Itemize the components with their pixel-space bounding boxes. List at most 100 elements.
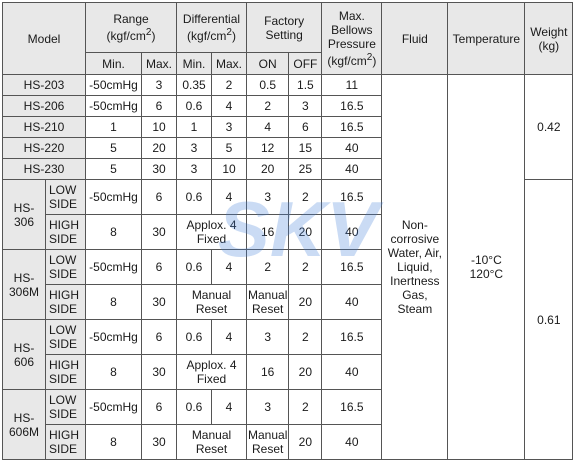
on-cell: 16 (245, 214, 290, 250)
max-bellows-cell: 16.5 (321, 319, 383, 355)
off-cell: 20 (288, 284, 323, 320)
header-diff-min: Min. (176, 52, 212, 75)
diff-max-cell: 2 (211, 74, 247, 96)
range-max-cell: 3 (141, 74, 177, 96)
on-cell: Manual Reset (245, 284, 290, 320)
off-cell: 20 (288, 354, 323, 390)
weight-cell: 0.42 (524, 74, 574, 180)
header-off: OFF (288, 52, 323, 75)
on-cell: 2 (245, 249, 290, 285)
on-cell: 0.5 (245, 74, 290, 96)
diff-min-cell: 0.35 (176, 74, 212, 96)
diff-max-cell: 10 (211, 158, 247, 180)
model-cell: HS-220 (2, 137, 86, 159)
table-row: HIGH SIDE 8 30 Applox. 4 Fixed 16 20 40 (3, 214, 573, 250)
model-cell: HS-203 (2, 74, 86, 96)
range-min-cell: 8 (85, 354, 142, 390)
table-row: HS- 606 LOW SIDE -50cmHg 6 0.6 4 3 2 16.5 (2, 319, 573, 390)
on-cell: 3 (245, 179, 290, 215)
off-cell: 1.5 (288, 74, 323, 96)
off-cell: 2 (288, 389, 323, 425)
diff-max-cell: 4 (211, 389, 247, 425)
diff-min-cell: 0.6 (176, 179, 212, 215)
table-row: HS- 306 LOW SIDE -50cmHg 6 0.6 4 3 2 16.5 … (2, 179, 574, 460)
fluid-cell: Non-corrosive Water, Air, Liquid, Inertness… (381, 74, 449, 460)
on-cell: Manual Reset (245, 424, 290, 460)
range-max-cell: 6 (141, 249, 177, 285)
low-side-label: LOW SIDE (45, 179, 86, 215)
header-factory-setting: Factory Setting (245, 2, 323, 53)
model-cell: HS- 606M (2, 389, 46, 460)
diff-max-cell: 4 (211, 319, 247, 355)
low-side-label: LOW SIDE (45, 319, 86, 355)
low-side-label: LOW SIDE (45, 389, 86, 425)
model-cell: HS-206 (2, 95, 86, 117)
diff-max-cell: 4 (211, 249, 247, 285)
on-cell: 16 (245, 354, 290, 390)
range-min-cell: -50cmHg (85, 389, 142, 425)
max-bellows-cell: 11 (321, 74, 383, 96)
on-cell: 3 (245, 319, 290, 355)
table-row: HIGH SIDE 8 30 Manual Reset Manual Reset 20… (3, 424, 573, 460)
max-bellows-cell: 40 (321, 158, 383, 180)
range-min-cell: -50cmHg (85, 74, 142, 96)
header-fluid: Fluid (381, 2, 449, 75)
diff-min-cell: 3 (176, 158, 212, 180)
header-range-min: Min. (85, 52, 142, 75)
max-bellows-cell: 16.5 (321, 116, 383, 138)
max-bellows-cell: 16.5 (321, 95, 383, 117)
diff-min-cell: 0.6 (176, 249, 212, 285)
range-min-cell: -50cmHg (85, 249, 142, 285)
weight-cell: 0.61 (524, 179, 574, 460)
high-side-label: HIGH SIDE (45, 284, 86, 320)
diff-cell: Manual Reset (176, 284, 247, 320)
off-cell: 2 (288, 249, 323, 285)
max-bellows-cell: 40 (321, 424, 383, 460)
high-side-label: HIGH SIDE (45, 424, 86, 460)
diff-min-cell: 1 (176, 116, 212, 138)
range-min-cell: 8 (85, 284, 142, 320)
range-max-cell: 30 (141, 158, 177, 180)
on-cell: 3 (245, 389, 290, 425)
header-max-bellows: Max. Bellows Pressure (kgf/cm2) (321, 2, 383, 75)
off-cell: 6 (288, 116, 323, 138)
range-max-cell: 30 (141, 424, 177, 460)
header-model: Model (2, 2, 86, 75)
range-max-cell: 6 (141, 319, 177, 355)
max-bellows-cell: 16.5 (321, 249, 383, 285)
diff-max-cell: 3 (211, 116, 247, 138)
header-range-max: Max. (141, 52, 177, 75)
table-row: HIGH SIDE 8 30 Manual Reset Manual Reset 20… (3, 284, 573, 320)
range-max-cell: 30 (141, 354, 177, 390)
diff-min-cell: 3 (176, 137, 212, 159)
range-min-cell: 8 (85, 214, 142, 250)
high-side-label: HIGH SIDE (45, 354, 86, 390)
range-max-cell: 6 (141, 95, 177, 117)
high-side-label: HIGH SIDE (45, 214, 86, 250)
model-cell: HS- 306M (2, 249, 46, 320)
diff-min-cell: 0.6 (176, 95, 212, 117)
on-cell: 20 (245, 158, 290, 180)
temperature-cell: -10°C 120°C (447, 74, 526, 460)
header-diff-max: Max. (211, 52, 247, 75)
diff-cell: Applox. 4 Fixed (176, 354, 247, 390)
low-side-label: LOW SIDE (45, 249, 86, 285)
range-min-cell: 8 (85, 424, 142, 460)
max-bellows-cell: 40 (321, 354, 383, 390)
table-row: HS-206 -50cmHg 6 0.6 4 2 3 16.5 (2, 95, 573, 117)
off-cell: 15 (288, 137, 323, 159)
range-max-cell: 30 (141, 284, 177, 320)
range-min-cell: 1 (85, 116, 142, 138)
spec-table: Model Range (kgf/cm2) Differential (kgf/cm… (2, 2, 574, 460)
table-row: HS-210 1 10 1 3 4 6 16.5 (2, 116, 573, 138)
on-cell: 4 (245, 116, 290, 138)
header-differential: Differential (kgf/cm2) (176, 2, 247, 53)
max-bellows-cell: 16.5 (321, 179, 383, 215)
range-max-cell: 6 (141, 179, 177, 215)
off-cell: 25 (288, 158, 323, 180)
off-cell: 2 (288, 319, 323, 355)
table-row: HS-220 5 20 3 5 12 15 40 (2, 137, 573, 159)
diff-max-cell: 5 (211, 137, 247, 159)
off-cell: 3 (288, 95, 323, 117)
on-cell: 2 (245, 95, 290, 117)
